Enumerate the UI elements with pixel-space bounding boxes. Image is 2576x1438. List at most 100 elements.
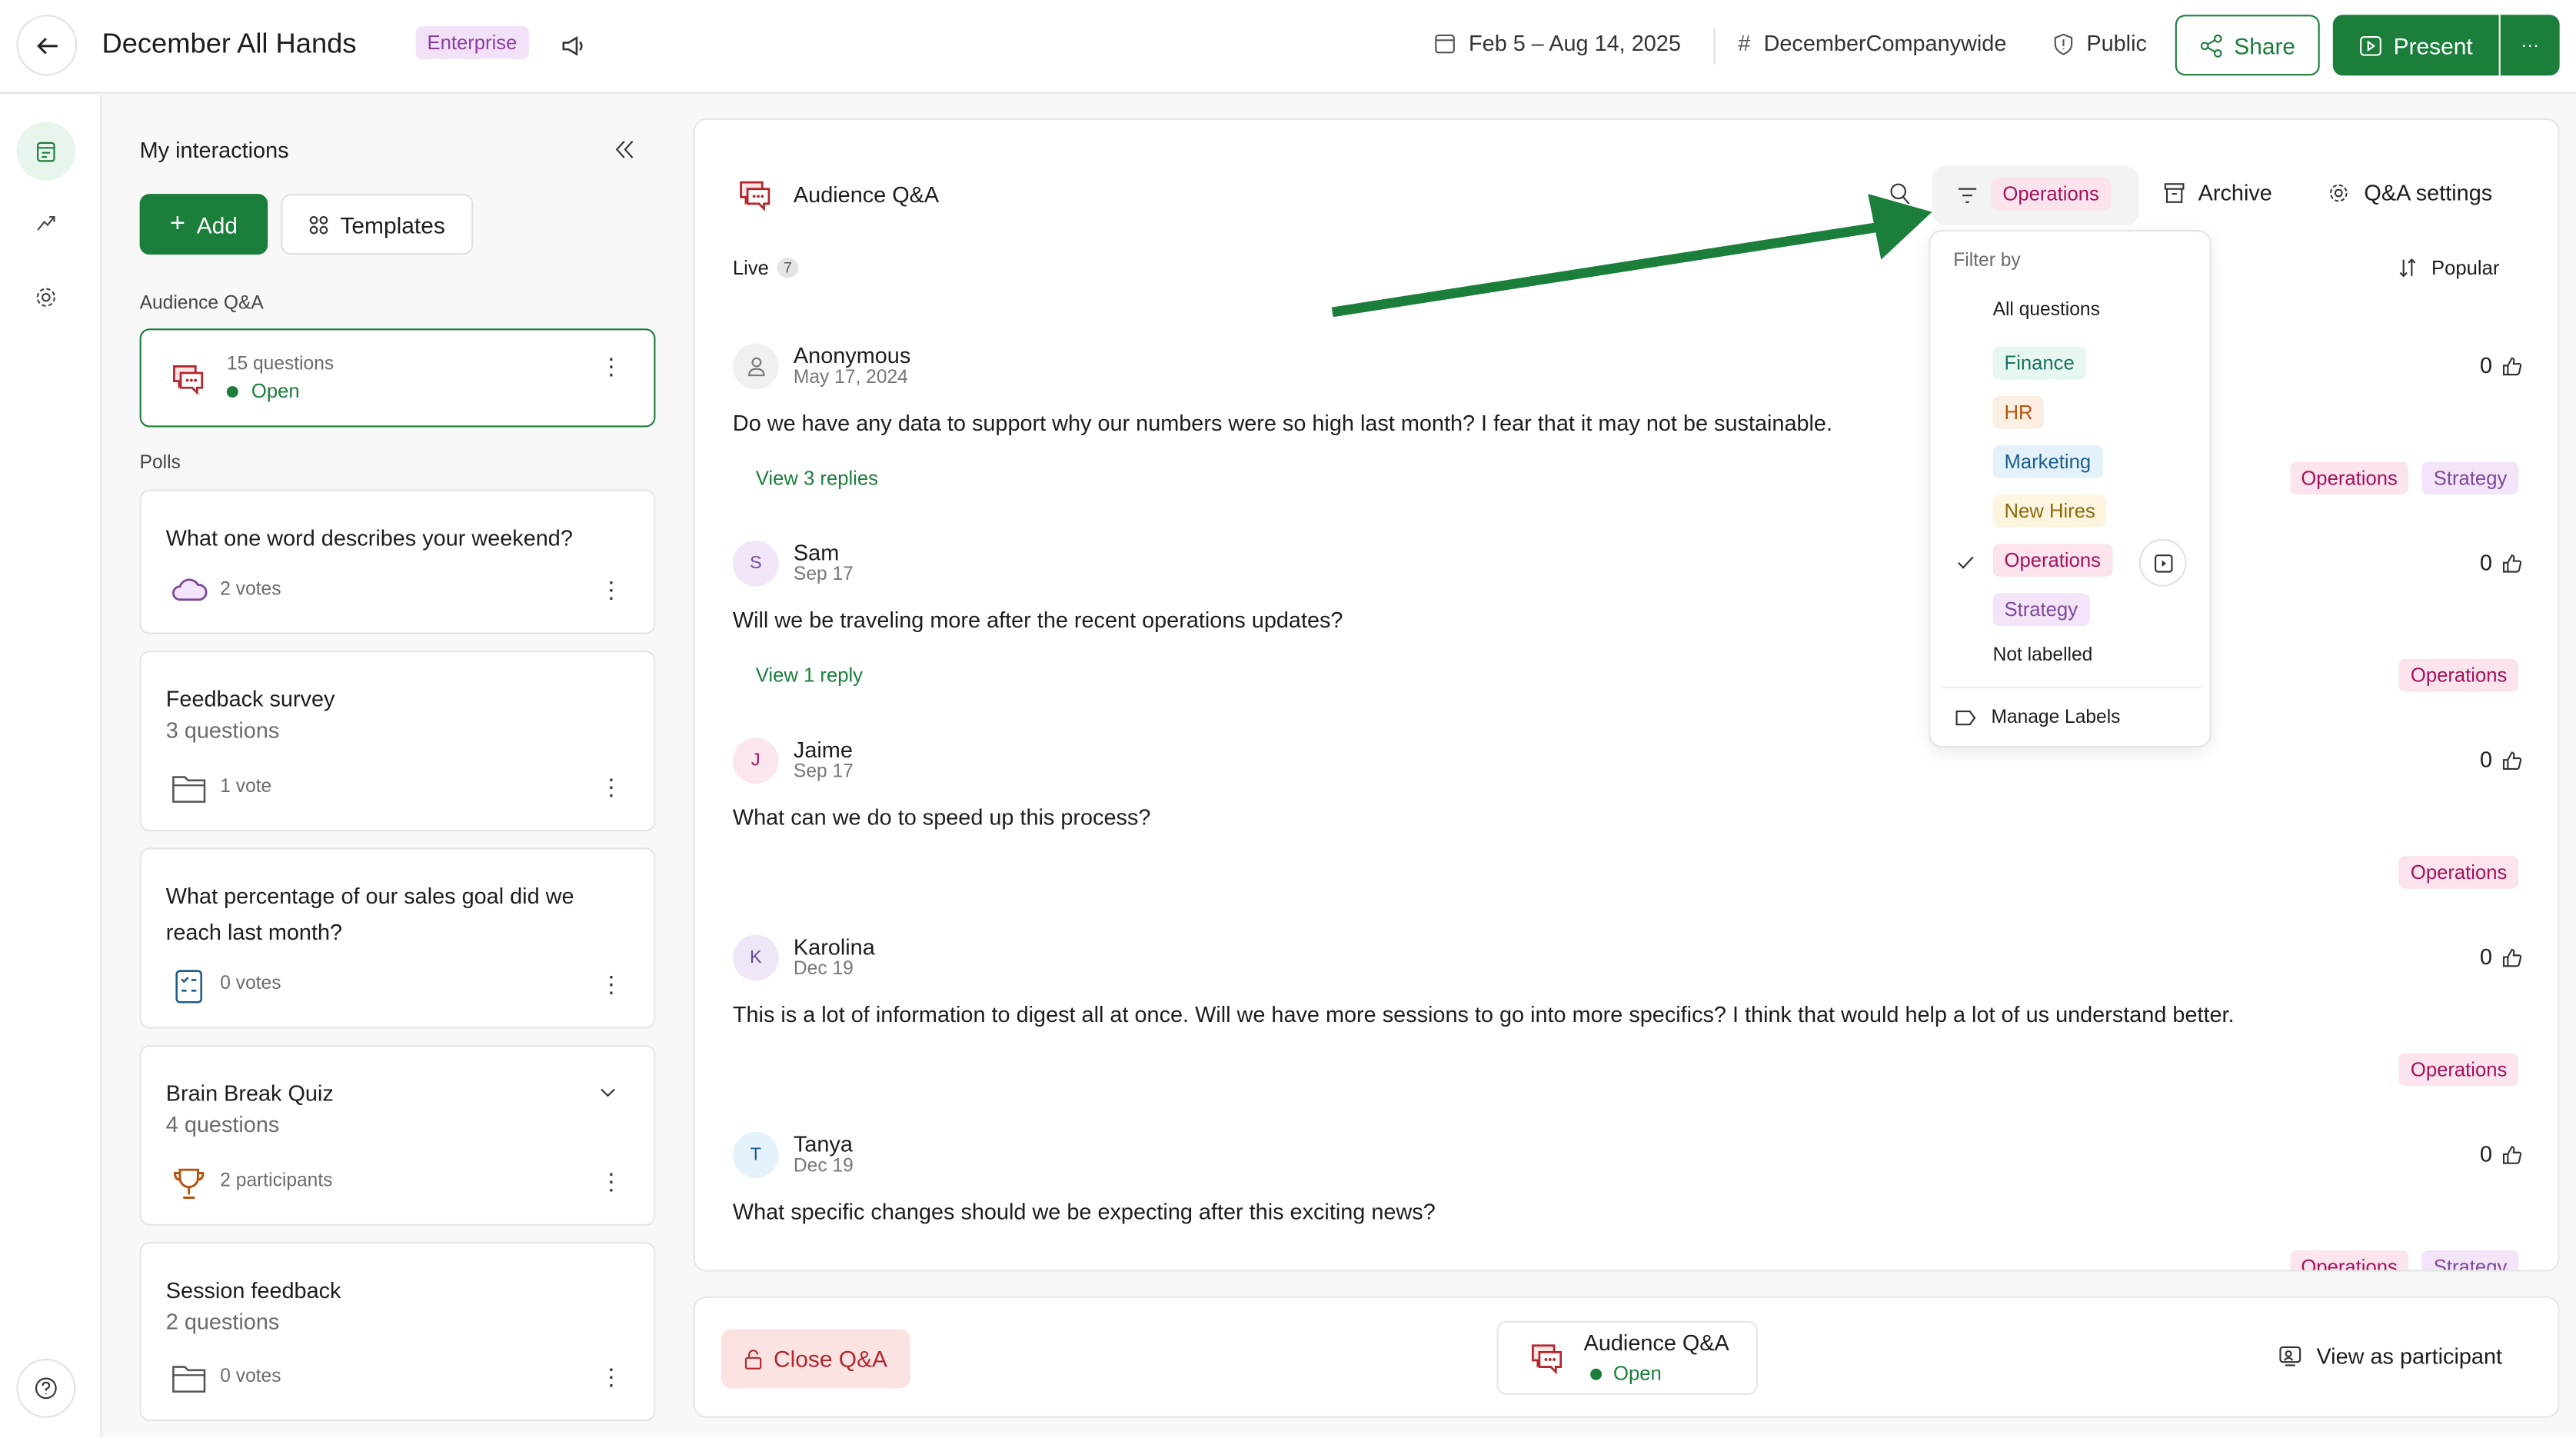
question-date: Sep 17: [793, 762, 854, 782]
question-tag[interactable]: Operations: [2398, 658, 2519, 692]
view-as-participant-button[interactable]: View as participant: [2278, 1344, 2502, 1369]
filter-option-not-labelled[interactable]: Not labelled: [1992, 645, 2093, 666]
current-interaction-title: Audience Q&A: [1583, 1330, 1729, 1356]
view-replies-link[interactable]: View 1 reply: [755, 664, 863, 687]
close-qa-button[interactable]: Close Q&A: [721, 1329, 910, 1389]
present-label-button[interactable]: [2138, 538, 2187, 587]
question-date: May 17, 2024: [793, 368, 908, 388]
templates-button[interactable]: Templates: [281, 194, 474, 255]
poll-card[interactable]: Brain Break Quiz 4 questions 2 participa…: [139, 1044, 656, 1226]
poll-more-button[interactable]: ⋮: [599, 970, 623, 997]
avatar-initial: K: [749, 947, 762, 968]
sort-button[interactable]: Popular: [2398, 256, 2499, 279]
question-item: Anonymous May 17, 2024 Do we have any da…: [695, 334, 2558, 531]
question-date: Dec 19: [793, 959, 854, 980]
poll-subtitle: 2 questions: [165, 1309, 280, 1334]
current-interaction-status: Open: [1590, 1362, 1662, 1385]
filter-option-strategy[interactable]: Strategy: [1992, 593, 2089, 627]
qa-title: Audience Q&A: [793, 182, 940, 208]
present-more-button[interactable]: ···: [2500, 15, 2560, 76]
filter-option-marketing[interactable]: Marketing: [1992, 444, 2103, 478]
vote-count: 0: [2480, 550, 2493, 575]
question-tag[interactable]: Strategy: [2421, 461, 2519, 495]
poll-card[interactable]: What one word describes your weekend? 2 …: [139, 489, 656, 634]
gear-icon[interactable]: [35, 286, 58, 309]
question-tags: Operations Strategy: [2276, 1250, 2519, 1270]
filter-option-new-hires[interactable]: New Hires: [1992, 494, 2107, 528]
active-filter-tag: Operations: [1991, 177, 2111, 211]
question-date: Dec 19: [793, 1157, 854, 1177]
live-tab[interactable]: Live 7: [733, 256, 799, 279]
qa-settings-button[interactable]: Q&A settings: [2328, 181, 2492, 205]
archive-icon: [2164, 183, 2185, 203]
question-tag[interactable]: Operations: [2289, 1250, 2409, 1270]
view-as-participant-label: View as participant: [2316, 1343, 2503, 1369]
question-tags: Operations: [2386, 1053, 2519, 1087]
question-tag[interactable]: Operations: [2398, 856, 2519, 889]
question-tag[interactable]: Strategy: [2421, 1250, 2519, 1270]
thumbs-up-icon: [2502, 553, 2522, 572]
back-button[interactable]: [16, 15, 78, 76]
question-tag[interactable]: Operations: [2289, 461, 2409, 495]
plus-icon: +: [169, 209, 185, 238]
trophy-icon: [174, 1168, 205, 1200]
current-interaction-card[interactable]: Audience Q&A Open: [1496, 1320, 1759, 1395]
megaphone-icon[interactable]: [562, 35, 587, 58]
upvote-button[interactable]: 0: [2480, 353, 2522, 378]
upvote-button[interactable]: 0: [2480, 747, 2522, 772]
shield-icon: [2054, 32, 2073, 55]
analytics-icon[interactable]: [36, 214, 56, 234]
poll-meta: 1 vote: [220, 777, 272, 797]
share-button[interactable]: Share: [2175, 15, 2320, 76]
add-button[interactable]: + Add: [139, 194, 268, 255]
manage-labels-button[interactable]: Manage Labels: [1955, 708, 2120, 727]
question-tag[interactable]: Operations: [2398, 1053, 2519, 1087]
poll-more-button[interactable]: ⋮: [599, 774, 623, 801]
avatar-initial: S: [749, 554, 762, 574]
help-button[interactable]: [16, 1358, 76, 1418]
help-icon: [35, 1377, 57, 1400]
visibility-setting[interactable]: Public: [2054, 32, 2147, 56]
hash-icon: #: [1738, 31, 1751, 56]
upvote-button[interactable]: 0: [2480, 1142, 2522, 1167]
qa-card-more-button[interactable]: ⋮: [599, 353, 623, 380]
event-code[interactable]: # DecemberCompanywide: [1738, 32, 2006, 56]
chevron-down-icon[interactable]: [600, 1086, 616, 1099]
poll-card[interactable]: Feedback survey 3 questions 1 vote ⋮: [139, 651, 656, 832]
poll-more-button[interactable]: ⋮: [599, 576, 623, 604]
question-date: Sep 17: [793, 564, 854, 585]
filter-option-finance[interactable]: Finance: [1992, 346, 2086, 380]
rail-interactions-button[interactable]: [16, 121, 76, 181]
poll-subtitle: 4 questions: [165, 1112, 280, 1137]
participant-view-icon: [2279, 1346, 2301, 1366]
qa-main-panel: Audience Q&A Operations Archive Q&A sett…: [693, 118, 2560, 1272]
upvote-button[interactable]: 0: [2480, 551, 2522, 575]
filter-option-hr[interactable]: HR: [1992, 395, 2045, 429]
document-icon: [37, 141, 55, 161]
event-dates[interactable]: Feb 5 – Aug 14, 2025: [1434, 32, 1681, 56]
archive-button[interactable]: Archive: [2164, 181, 2272, 205]
upvote-button[interactable]: 0: [2480, 944, 2522, 970]
collapse-icon[interactable]: [614, 140, 634, 160]
search-icon[interactable]: [1889, 182, 1911, 205]
date-range: Feb 5 – Aug 14, 2025: [1469, 31, 1681, 56]
present-icon: [2153, 554, 2172, 572]
poll-more-button[interactable]: ⋮: [599, 1168, 623, 1195]
qa-status-text: Open: [251, 379, 300, 403]
poll-more-button[interactable]: ⋮: [599, 1363, 623, 1390]
qa-card[interactable]: 15 questions Open ⋮: [139, 328, 656, 428]
view-replies-link[interactable]: View 3 replies: [755, 466, 878, 490]
filter-option-all[interactable]: All questions: [1992, 300, 2100, 321]
filter-button[interactable]: Operations: [1932, 165, 2139, 225]
poll-meta: 2 participants: [220, 1171, 333, 1191]
poll-card[interactable]: Session feedback 2 questions 0 votes ⋮: [139, 1242, 656, 1422]
present-button[interactable]: Present: [2332, 15, 2499, 76]
question-tags: Operations Strategy: [2276, 461, 2519, 495]
divider: [1942, 687, 2202, 689]
present-label: Present: [2393, 32, 2473, 58]
avatar-initial: J: [751, 751, 760, 771]
filter-option-operations[interactable]: Operations: [1992, 544, 2112, 577]
qa-chat-icon: [740, 181, 770, 211]
question-text: What specific changes should we be expec…: [732, 1199, 1436, 1224]
poll-card[interactable]: What percentage of our sales goal did we…: [139, 847, 656, 1029]
